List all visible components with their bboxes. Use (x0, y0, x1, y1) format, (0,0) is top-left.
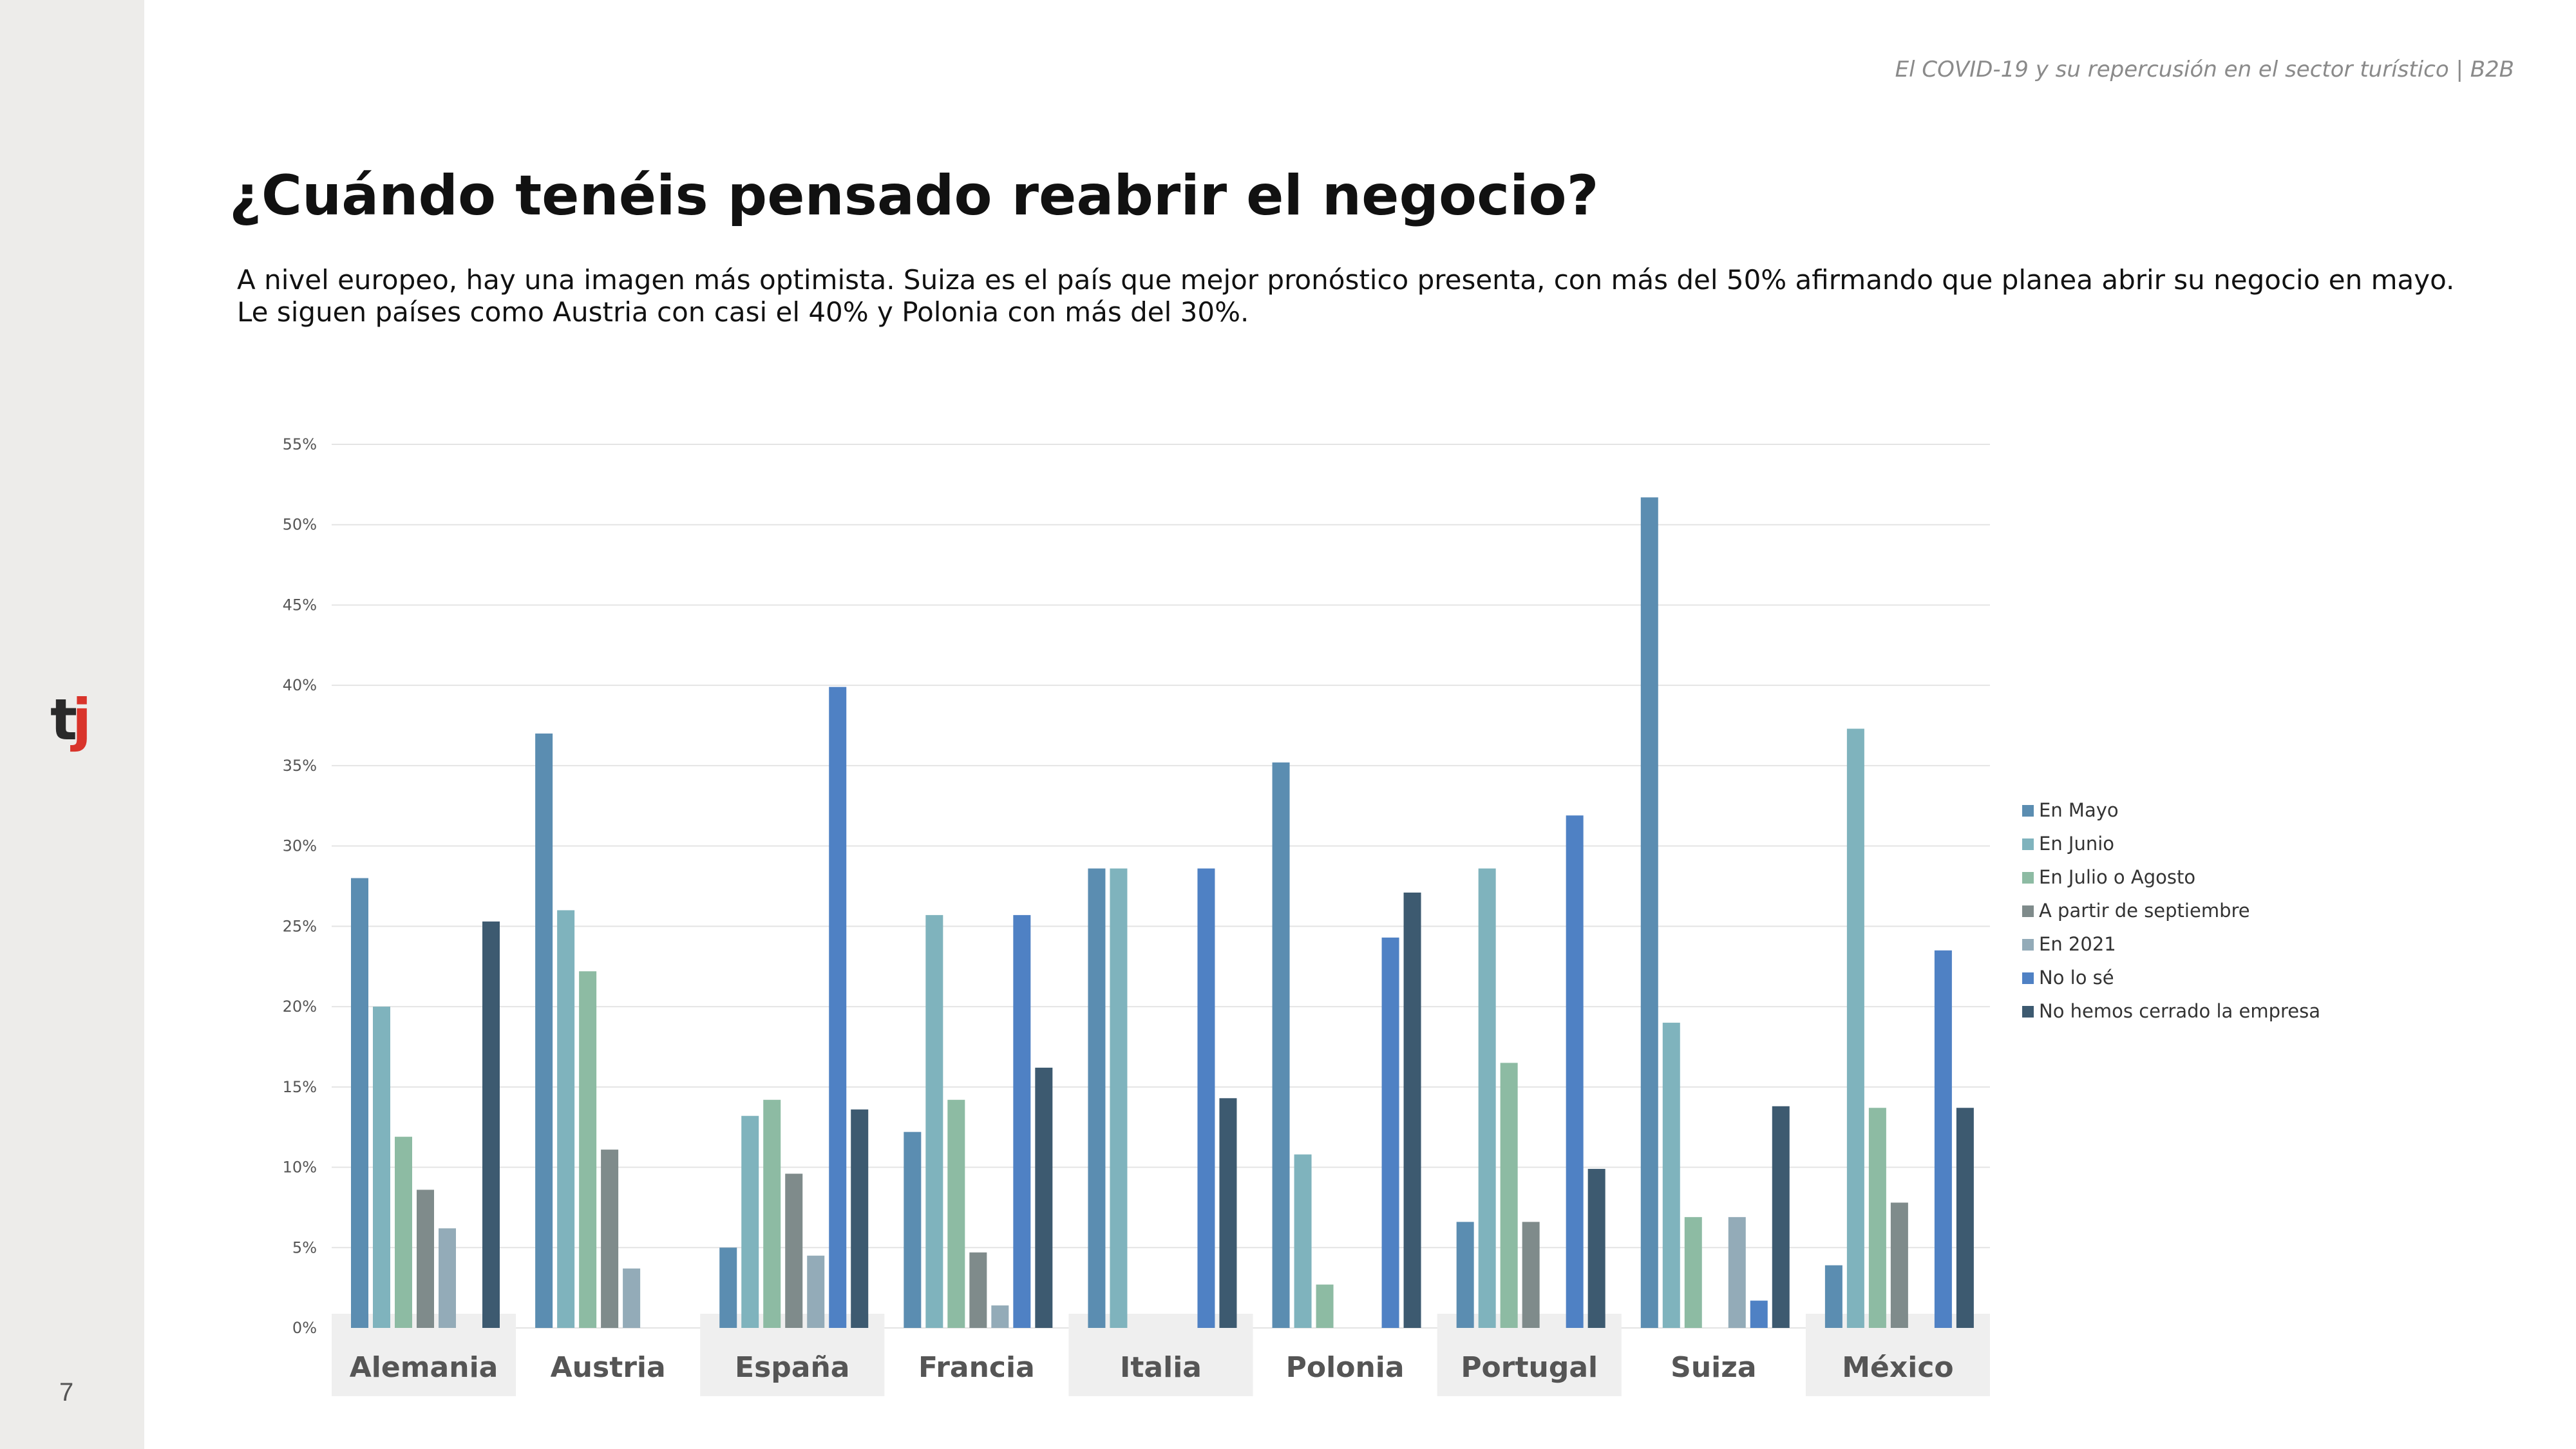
bar (1272, 762, 1290, 1328)
bar (1956, 1108, 1974, 1328)
page-number: 7 (59, 1378, 74, 1406)
category-label: Portugal (1461, 1351, 1598, 1384)
y-tick-label: 0% (292, 1319, 317, 1337)
bar (1088, 868, 1106, 1328)
legend-label: No hemos cerrado la empresa (2039, 1000, 2320, 1022)
legend-swatch (2022, 939, 2034, 951)
bar (417, 1189, 434, 1328)
bar (1846, 728, 1864, 1328)
bar (1478, 868, 1496, 1328)
bar (482, 921, 500, 1328)
bar (1219, 1098, 1237, 1328)
legend-swatch (2022, 838, 2034, 850)
bar (1890, 1202, 1908, 1328)
bar (1197, 868, 1215, 1328)
bar (1662, 1023, 1680, 1328)
bar (1640, 497, 1658, 1328)
y-tick-label: 30% (283, 837, 317, 855)
y-tick-label: 55% (283, 435, 317, 453)
bar (969, 1252, 987, 1328)
logo: t j (50, 689, 91, 753)
legend-swatch (2022, 872, 2034, 884)
bar (1566, 815, 1584, 1328)
legend-swatch (2022, 1006, 2034, 1018)
y-tick-label: 20% (283, 998, 317, 1016)
header-note: El COVID-19 y su repercusión en el secto… (1895, 57, 2514, 82)
bar (851, 1109, 869, 1328)
bar (1035, 1067, 1053, 1328)
bar (1381, 937, 1399, 1328)
subtitle: A nivel europeo, hay una imagen más opti… (237, 264, 2455, 328)
bar (1110, 868, 1128, 1328)
bar (807, 1255, 825, 1328)
y-tick-label: 5% (292, 1238, 317, 1256)
legend-label: En Julio o Agosto (2039, 866, 2195, 888)
page-title: ¿Cuándo tenéis pensado reabrir el negoci… (229, 164, 1599, 228)
bar (829, 687, 847, 1328)
subtitle-line-2: Le siguen países como Austria con casi e… (237, 296, 1249, 328)
bar (1587, 1169, 1605, 1328)
legend-swatch (2022, 905, 2034, 917)
bar (351, 878, 368, 1328)
left-sidebar (0, 0, 144, 1449)
legend-label: En Junio (2039, 833, 2114, 855)
bar (1824, 1265, 1842, 1328)
bar (904, 1132, 922, 1328)
bar (1403, 892, 1421, 1328)
y-tick-label: 40% (283, 676, 317, 694)
bar (1522, 1222, 1540, 1328)
svg-text:t: t (50, 689, 77, 753)
bar (1728, 1217, 1746, 1328)
bar (763, 1099, 781, 1328)
y-tick-label: 45% (283, 596, 317, 614)
y-tick-label: 35% (283, 757, 317, 775)
bar (1934, 950, 1952, 1328)
bar (1684, 1217, 1702, 1328)
bar (1013, 914, 1031, 1328)
category-label: Polonia (1286, 1351, 1405, 1384)
subtitle-line-1: A nivel europeo, hay una imagen más opti… (237, 264, 2455, 296)
bar (601, 1150, 619, 1328)
legend-swatch (2022, 805, 2034, 817)
bar (1294, 1154, 1312, 1328)
bar (395, 1137, 412, 1328)
legend-label: En Mayo (2039, 799, 2119, 821)
bar (991, 1305, 1009, 1328)
legend-label: En 2021 (2039, 933, 2116, 955)
legend-swatch (2022, 972, 2034, 984)
category-label: Alemania (350, 1351, 498, 1384)
category-label: España (735, 1351, 849, 1384)
bar (1316, 1284, 1334, 1328)
bar (557, 910, 575, 1328)
legend-label: A partir de septiembre (2039, 900, 2250, 922)
bar (1772, 1106, 1790, 1328)
bar (741, 1115, 759, 1328)
category-label: México (1842, 1351, 1953, 1384)
y-tick-label: 50% (283, 516, 317, 534)
bar (373, 1007, 390, 1328)
category-label: Francia (918, 1351, 1035, 1384)
bar (439, 1228, 456, 1328)
bar (719, 1247, 737, 1328)
svg-text:j: j (70, 689, 91, 753)
bar (1750, 1300, 1768, 1328)
category-label: Suiza (1671, 1351, 1756, 1384)
legend-label: No lo sé (2039, 967, 2114, 989)
category-label: Austria (551, 1351, 666, 1384)
category-label: Italia (1120, 1351, 1202, 1384)
bar (535, 734, 553, 1328)
y-tick-label: 10% (283, 1159, 317, 1177)
bar (1500, 1063, 1518, 1328)
bar (785, 1173, 803, 1328)
bar (623, 1268, 641, 1328)
bar (1456, 1222, 1474, 1328)
bar (1868, 1108, 1886, 1328)
bar (925, 914, 943, 1328)
y-tick-label: 25% (283, 917, 317, 935)
y-tick-label: 15% (283, 1078, 317, 1096)
bar (947, 1099, 965, 1328)
bar (579, 971, 597, 1328)
